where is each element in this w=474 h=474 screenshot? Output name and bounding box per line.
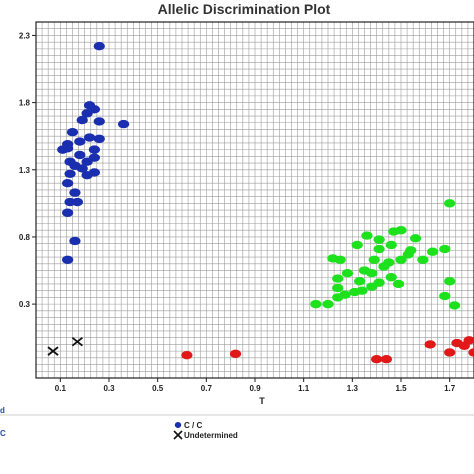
point-t-t xyxy=(410,234,422,243)
point-c-c xyxy=(118,119,130,129)
point-t-t xyxy=(439,244,451,254)
point-c-c xyxy=(62,179,74,188)
point-c-t xyxy=(468,348,474,357)
x-axis-ticks: 0.1 0.3 0.5 0.7 0.9 1.1 1.3 1.5 1.7 xyxy=(55,378,456,393)
point-c-c xyxy=(71,197,83,207)
y-tick-label: 0.8 xyxy=(19,233,31,242)
point-c-c xyxy=(74,137,86,146)
x-tick-label: 0.7 xyxy=(201,384,213,393)
point-c-c xyxy=(81,109,93,118)
point-t-t xyxy=(334,255,346,264)
point-c-c xyxy=(64,169,76,179)
y-tick-label: 0.3 xyxy=(19,300,31,309)
point-t-t xyxy=(341,269,354,278)
point-t-t xyxy=(373,235,385,244)
point-t-t xyxy=(354,277,366,286)
point-c-t xyxy=(181,350,193,360)
point-t-t xyxy=(322,299,334,309)
legend-label-cc: C / C xyxy=(184,421,202,430)
point-t-t xyxy=(366,269,378,278)
point-c-c xyxy=(81,157,93,166)
point-t-t xyxy=(448,301,461,310)
chart-title: Allelic Discrimination Plot xyxy=(158,1,331,17)
point-c-c xyxy=(93,117,105,126)
point-c-c xyxy=(62,255,74,264)
legend-edge-fragment: d xyxy=(0,406,5,415)
point-t-t xyxy=(427,247,439,256)
point-c-t xyxy=(371,354,383,364)
point-c-c xyxy=(83,133,96,142)
point-undetermined xyxy=(71,337,83,347)
legend-marker-cc xyxy=(174,422,182,428)
point-undetermined xyxy=(47,346,59,356)
x-tick-label: 1.5 xyxy=(395,384,407,393)
point-t-t xyxy=(351,240,363,250)
point-t-t xyxy=(439,291,451,301)
point-t-t xyxy=(385,273,397,282)
point-t-t xyxy=(361,231,373,240)
point-c-c xyxy=(93,41,105,51)
point-c-c xyxy=(69,188,81,197)
point-t-t xyxy=(417,255,429,264)
data-points xyxy=(47,41,474,364)
point-c-c xyxy=(69,236,81,246)
point-t-t xyxy=(373,244,385,254)
point-c-c xyxy=(88,145,100,154)
point-t-t xyxy=(392,279,405,289)
x-tick-label: 0.1 xyxy=(55,384,67,393)
x-tick-label: 0.9 xyxy=(249,384,261,393)
point-t-t xyxy=(366,282,378,291)
y-tick-label: 2.3 xyxy=(19,31,31,40)
point-c-t xyxy=(229,349,242,359)
legend-marker-undetermined xyxy=(173,430,183,440)
point-c-t xyxy=(424,340,436,349)
point-t-t xyxy=(332,274,344,283)
plot-grid xyxy=(36,21,474,378)
point-t-t xyxy=(368,255,380,264)
point-c-c xyxy=(81,170,93,180)
point-c-c xyxy=(93,134,105,144)
point-t-t xyxy=(378,262,390,271)
point-c-c xyxy=(62,208,74,217)
x-tick-label: 1.1 xyxy=(298,384,310,393)
point-t-t xyxy=(332,293,344,302)
y-tick-label: 1.8 xyxy=(19,99,31,108)
point-c-c xyxy=(66,127,79,137)
point-c-c xyxy=(62,144,74,153)
point-t-t xyxy=(395,255,407,264)
point-t-t xyxy=(332,283,344,293)
point-t-t xyxy=(402,250,414,259)
point-t-t xyxy=(444,277,456,286)
point-t-t xyxy=(385,240,397,250)
point-c-c xyxy=(76,164,88,173)
point-c-t xyxy=(444,348,456,357)
point-c-c xyxy=(74,150,86,160)
y-tick-label: 1.3 xyxy=(19,166,31,175)
point-c-t xyxy=(380,354,392,364)
point-c-c xyxy=(76,115,88,125)
x-tick-label: 1.3 xyxy=(347,384,359,393)
point-c-t xyxy=(463,336,474,345)
point-t-t xyxy=(444,199,456,208)
x-tick-label: 0.3 xyxy=(103,384,115,393)
point-t-t xyxy=(395,226,407,235)
point-t-t xyxy=(310,299,322,309)
legend-edge-fragment: C xyxy=(0,429,6,438)
x-tick-label: 1.7 xyxy=(444,384,456,393)
x-tick-label: 0.5 xyxy=(152,384,164,393)
legend-label-undetermined: Undetermined xyxy=(184,431,238,440)
point-t-t xyxy=(356,286,368,295)
y-axis-ticks: 0.3 0.8 1.3 1.8 2.3 xyxy=(19,31,36,309)
x-axis-label: T xyxy=(259,396,265,406)
